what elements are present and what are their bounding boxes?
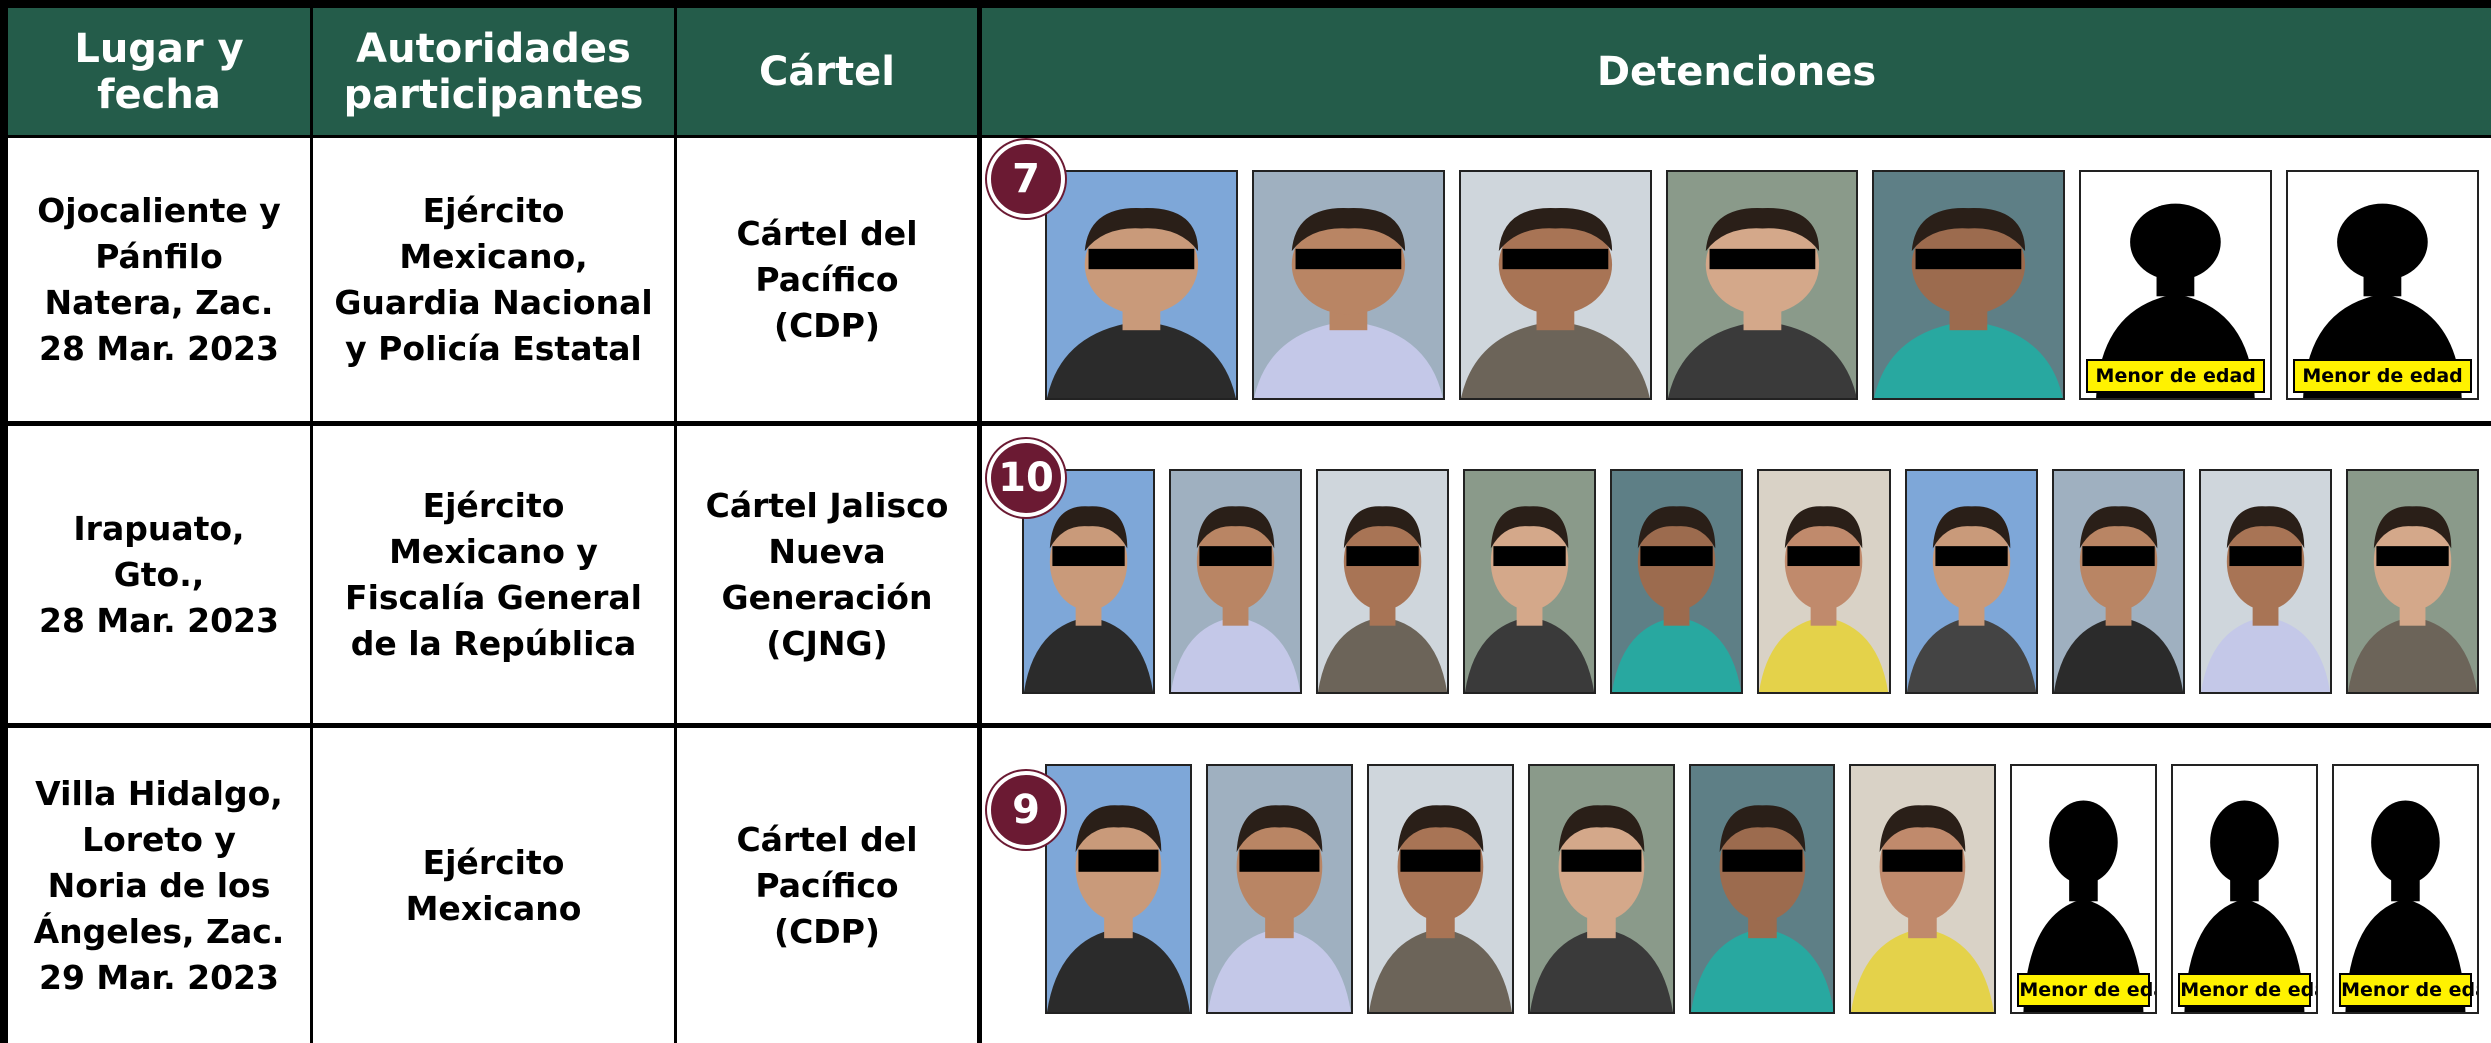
detainee-photo (1316, 469, 1450, 694)
detainee-photo (1169, 469, 1303, 694)
silhouette-photo: Menor de edad (2171, 764, 2319, 1014)
header-cell: Lugar y fecha (8, 8, 310, 135)
photo-strip: Menor de edad Menor de edad (1045, 170, 2479, 400)
detainee-photo (1045, 764, 1192, 1014)
place-cell: Villa Hidalgo, Loreto y Noria de los Áng… (8, 728, 310, 1043)
silhouette-photo: Menor de edad (2010, 764, 2158, 1014)
detainee-photo (1688, 764, 1836, 1014)
cartel-cell: Cártel del Pacífico (CDP) (677, 138, 977, 421)
count-badge: 10 (987, 439, 1065, 517)
silhouette-photo: Menor de edad (2079, 170, 2273, 400)
count-badge: 9 (987, 771, 1065, 849)
header-cell: Autoridades participantes (313, 8, 674, 135)
minor-label: Menor de edad (2178, 973, 2316, 1007)
detainee-photo (2345, 469, 2479, 694)
detainee-photo (1463, 469, 1597, 694)
detainee-photo (1205, 764, 1353, 1014)
silhouette-photo: Menor de edad (2286, 170, 2479, 400)
place-cell: Irapuato, Gto., 28 Mar. 2023 (8, 426, 310, 723)
minor-label: Menor de edad (2086, 359, 2266, 393)
detainee-photo (1665, 170, 1859, 400)
detainee-photo (1757, 469, 1891, 694)
detainee-photo (1610, 469, 1744, 694)
detainee-photo (1527, 764, 1675, 1014)
authorities-cell: Ejército Mexicano (313, 728, 674, 1043)
cartel-cell: Cártel Jalisco Nueva Generación (CJNG) (677, 426, 977, 723)
cartel-cell: Cártel del Pacífico (CDP) (677, 728, 977, 1043)
header-cell: Cártel (677, 8, 977, 135)
detainee-photo (1251, 170, 1445, 400)
photo-strip (1022, 469, 2479, 694)
authorities-cell: Ejército Mexicano y Fiscalía General de … (313, 426, 674, 723)
minor-label: Menor de edad (2339, 973, 2477, 1007)
minor-label: Menor de edad (2017, 973, 2155, 1007)
detainee-photo (1045, 170, 1238, 400)
silhouette-photo: Menor de edad (2332, 764, 2479, 1014)
detainee-photo (2051, 469, 2185, 694)
detainee-photo (2198, 469, 2332, 694)
detainee-photo (1849, 764, 1997, 1014)
detainee-photo (1366, 764, 1514, 1014)
place-cell: Ojocaliente y Pánfilo Natera, Zac. 28 Ma… (8, 138, 310, 421)
header-cell: Detenciones (982, 8, 2491, 135)
minor-label: Menor de edad (2293, 359, 2472, 393)
photo-strip: Menor de edad Menor de edad Menor de edad (1045, 764, 2479, 1014)
detainee-photo (1458, 170, 1652, 400)
detainee-photo (1904, 469, 2038, 694)
count-badge: 7 (987, 140, 1065, 218)
detainee-photo (1872, 170, 2066, 400)
authorities-cell: Ejército Mexicano, Guardia Nacional y Po… (313, 138, 674, 421)
